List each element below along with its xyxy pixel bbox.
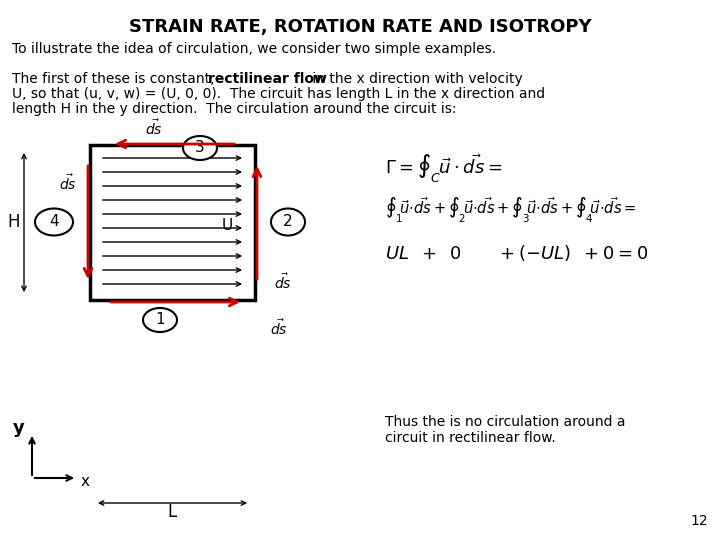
Text: STRAIN RATE, ROTATION RATE AND ISOTROPY: STRAIN RATE, ROTATION RATE AND ISOTROPY xyxy=(129,18,591,36)
Text: Thus the is no circulation around a
circuit in rectilinear flow.: Thus the is no circulation around a circ… xyxy=(385,415,626,445)
Text: in the x direction with velocity: in the x direction with velocity xyxy=(308,72,523,86)
Text: x: x xyxy=(81,475,89,489)
Text: L: L xyxy=(167,503,176,521)
Text: $\vec{ds}$: $\vec{ds}$ xyxy=(59,173,77,193)
Text: U, so that (u, v, w) = (U, 0, 0).  The circuit has length L in the x direction a: U, so that (u, v, w) = (U, 0, 0). The ci… xyxy=(12,87,545,101)
Text: 12: 12 xyxy=(690,514,708,528)
Text: length H in the y direction.  The circulation around the circuit is:: length H in the y direction. The circula… xyxy=(12,102,456,116)
Text: H: H xyxy=(8,213,20,231)
Text: $UL \;\; + \;\; 0 \qquad + (-UL) \;\; + 0 = 0$: $UL \;\; + \;\; 0 \qquad + (-UL) \;\; + … xyxy=(385,243,648,263)
Text: $\vec{ds}$: $\vec{ds}$ xyxy=(274,272,292,292)
Text: The first of these is constant,: The first of these is constant, xyxy=(12,72,219,86)
Text: 4: 4 xyxy=(49,214,59,230)
Ellipse shape xyxy=(183,136,217,160)
Text: 3: 3 xyxy=(195,140,205,156)
Ellipse shape xyxy=(143,308,177,332)
Ellipse shape xyxy=(271,208,305,235)
Text: rectilinear flow: rectilinear flow xyxy=(208,72,327,86)
Text: $\Gamma = \oint_C \vec{u} \cdot \vec{ds} =$: $\Gamma = \oint_C \vec{u} \cdot \vec{ds}… xyxy=(385,152,503,185)
Bar xyxy=(90,145,255,300)
Text: 2: 2 xyxy=(283,214,293,230)
Text: U: U xyxy=(221,218,233,233)
Text: To illustrate the idea of circulation, we consider two simple examples.: To illustrate the idea of circulation, w… xyxy=(12,42,496,56)
Text: y: y xyxy=(13,419,25,437)
Text: $\oint_1\!\vec{u}{\cdot}\vec{ds} + \oint_2\!\vec{u}{\cdot}\vec{ds} + \oint_3\!\v: $\oint_1\!\vec{u}{\cdot}\vec{ds} + \oint… xyxy=(385,196,636,226)
Ellipse shape xyxy=(35,208,73,235)
Text: $\vec{ds}$: $\vec{ds}$ xyxy=(270,318,288,338)
Text: $\vec{ds}$: $\vec{ds}$ xyxy=(145,118,163,138)
Text: 1: 1 xyxy=(156,313,165,327)
